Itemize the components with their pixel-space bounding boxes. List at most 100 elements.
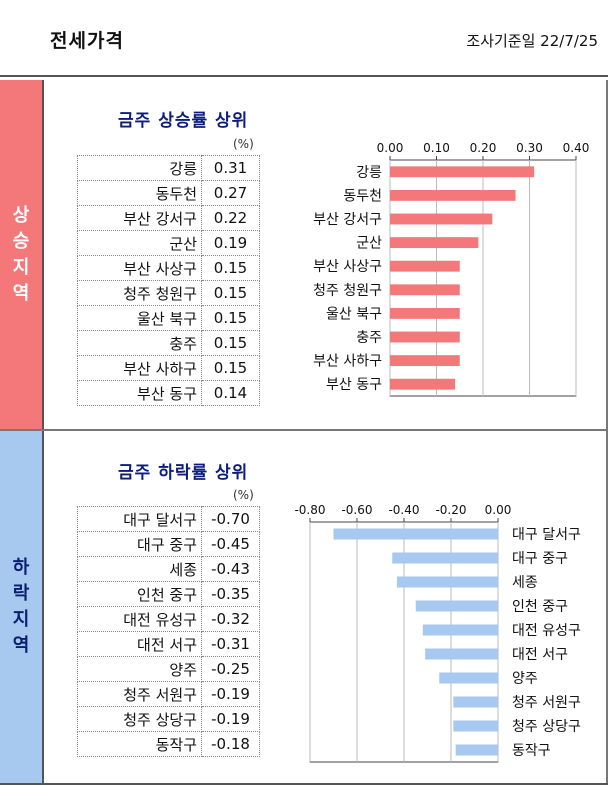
rise-label-char: 승 (12, 230, 30, 252)
category-label: 부산 강서구 (313, 212, 382, 228)
category-label: 인천 중구 (512, 599, 568, 615)
bar (390, 166, 535, 178)
table-row: 부산 사하구 0.15 (77, 355, 260, 381)
bar (333, 528, 498, 540)
x-tick-label: -0.40 (388, 503, 419, 517)
rate-value-cell: 0.15 (201, 255, 260, 281)
region-name-cell: 대전 유성구 (77, 606, 202, 632)
rise-section-title: 금주 상승률 상위 (118, 111, 249, 131)
rate-value-cell: 0.15 (201, 280, 260, 306)
table-row: 동두천 0.27 (77, 180, 260, 206)
category-label: 동두천 (343, 188, 382, 204)
rate-value-cell: -0.45 (201, 531, 260, 557)
rise-ranking-table: 강릉 0.31 동두천 0.27 부산 강서구 0.22 군산 0.19 부산 사상구 0.15 청… (77, 155, 260, 406)
fall-section-title: 금주 하락률 상위 (118, 463, 249, 483)
region-name-cell: 세종 (77, 556, 202, 582)
table-row: 청주 청원구 0.15 (77, 280, 260, 306)
fall-region-label: 하 락 지 역 (0, 431, 44, 783)
rate-value-cell: 0.27 (201, 180, 260, 206)
category-label: 세종 (512, 575, 538, 591)
rate-value-cell: -0.32 (201, 606, 260, 632)
x-tick-label: -0.80 (294, 503, 325, 517)
rate-value-cell: 0.19 (201, 230, 260, 256)
category-label: 청주 상당구 (512, 719, 581, 735)
rate-value-cell: 0.15 (201, 305, 260, 331)
x-tick-label: 0.00 (377, 141, 404, 155)
table-row: 대전 유성구 -0.32 (77, 606, 260, 632)
fall-ranking-table: 대구 달서구 -0.70 대구 중구 -0.45 세종 -0.43 인천 중구 -0.35 대전… (77, 506, 260, 757)
reference-date: 조사기준일 22/7/25 (466, 32, 598, 50)
table-row: 충주 0.15 (77, 330, 260, 356)
region-name-cell: 청주 상당구 (77, 706, 202, 732)
category-label: 대전 서구 (512, 647, 568, 663)
page-title: 전세가격 (50, 30, 124, 52)
bar (453, 696, 498, 708)
frame-right-border (606, 80, 608, 783)
x-tick-label: 0.00 (485, 503, 512, 517)
bar (390, 355, 460, 367)
fall-label-char: 락 (12, 583, 30, 604)
rate-value-cell: -0.19 (201, 706, 260, 732)
x-tick-label: 0.30 (516, 141, 543, 155)
x-tick-label: 0.10 (423, 141, 450, 155)
region-name-cell: 부산 사상구 (77, 255, 202, 281)
region-name-cell: 대구 중구 (77, 531, 202, 557)
rate-value-cell: 0.15 (201, 330, 260, 356)
rate-value-cell: -0.18 (201, 731, 260, 757)
table-row: 세종 -0.43 (77, 556, 260, 582)
category-label: 청주 서원구 (512, 695, 581, 711)
rise-label-char: 지 (12, 256, 30, 278)
table-row: 강릉 0.31 (77, 155, 260, 181)
rate-value-cell: -0.70 (201, 506, 260, 532)
fall-unit-label: (%) (233, 488, 254, 502)
category-label: 동작구 (512, 743, 551, 759)
rate-value-cell: 0.22 (201, 205, 260, 231)
x-tick-label: 0.20 (470, 141, 497, 155)
bar (392, 552, 498, 564)
rise-label-char: 상 (12, 204, 30, 226)
fall-label-char: 지 (12, 609, 30, 630)
table-row: 동작구 -0.18 (77, 731, 260, 757)
bar (439, 672, 498, 684)
fall-label-char: 하 (12, 557, 30, 578)
bar (390, 189, 516, 201)
category-label: 대전 유성구 (512, 623, 581, 639)
bar (390, 307, 460, 319)
category-label: 양주 (512, 671, 538, 687)
bar (390, 378, 456, 390)
category-label: 부산 사상구 (313, 259, 382, 275)
category-label: 울산 북구 (326, 306, 382, 322)
category-label: 부산 사하구 (313, 354, 382, 370)
rate-value-cell: -0.43 (201, 556, 260, 582)
rate-value-cell: 0.14 (201, 380, 260, 406)
rate-value-cell: -0.19 (201, 681, 260, 707)
region-name-cell: 부산 동구 (77, 380, 202, 406)
bar (390, 260, 460, 272)
region-name-cell: 인천 중구 (77, 581, 202, 607)
rise-label-char: 역 (12, 282, 30, 304)
table-row: 대전 서구 -0.31 (77, 631, 260, 657)
region-name-cell: 강릉 (77, 155, 202, 181)
x-tick-label: -0.60 (341, 503, 372, 517)
bar (390, 331, 460, 343)
bar (390, 237, 479, 249)
region-name-cell: 대구 달서구 (77, 506, 202, 532)
category-label: 강릉 (356, 165, 382, 181)
category-label: 충주 (356, 330, 382, 346)
category-label: 대구 중구 (512, 551, 568, 567)
table-row: 부산 강서구 0.22 (77, 205, 260, 231)
bar (422, 624, 498, 636)
region-name-cell: 대전 서구 (77, 631, 202, 657)
region-name-cell: 청주 청원구 (77, 280, 202, 306)
table-row: 인천 중구 -0.35 (77, 581, 260, 607)
x-tick-label: 0.40 (563, 141, 590, 155)
region-name-cell: 부산 사하구 (77, 355, 202, 381)
region-name-cell: 울산 북구 (77, 305, 202, 331)
region-name-cell: 동두천 (77, 180, 202, 206)
fall-label-char: 역 (12, 635, 30, 656)
table-row: 양주 -0.25 (77, 656, 260, 682)
bar (455, 744, 498, 756)
rate-value-cell: -0.25 (201, 656, 260, 682)
